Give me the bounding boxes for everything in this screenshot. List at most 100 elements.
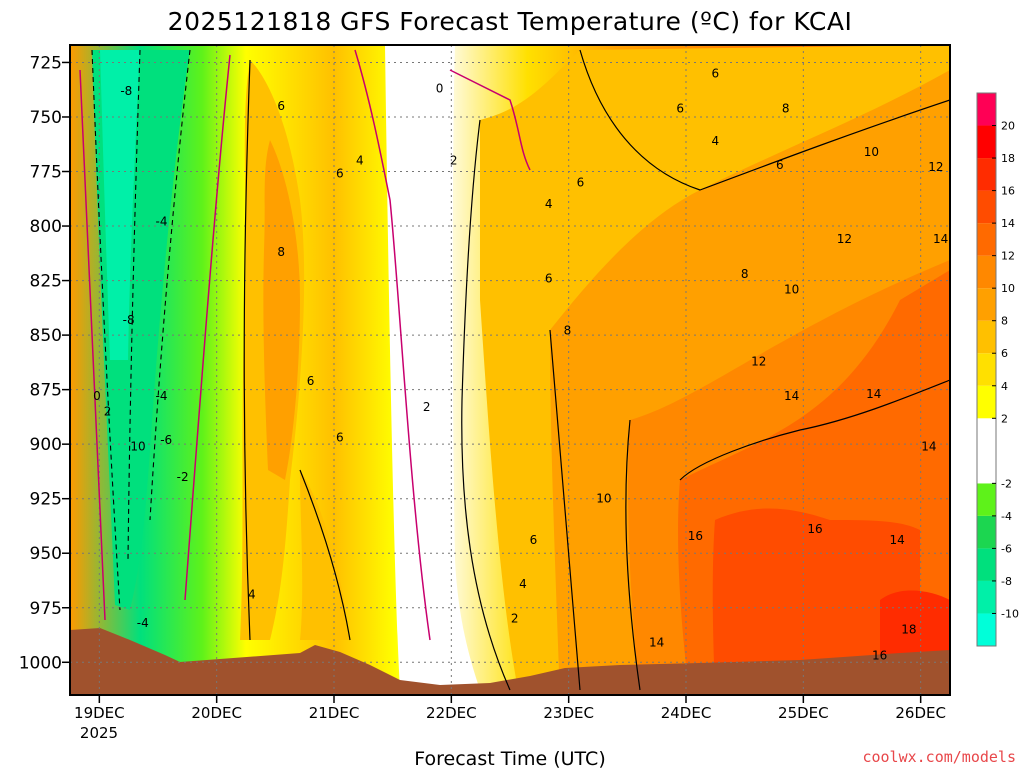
colorbar-tick-label: -10 xyxy=(1001,607,1019,620)
contour-label: 10 xyxy=(596,492,611,506)
y-tick-label: 750 xyxy=(30,108,62,128)
colorbar-tick-label: 14 xyxy=(1001,217,1015,230)
freezing-contours xyxy=(79,49,531,641)
contour-label: 6 xyxy=(307,374,315,388)
x-year-label: 2025 xyxy=(80,724,118,742)
y-tick-label: 825 xyxy=(30,272,62,292)
colorbar-tick-label: 18 xyxy=(1001,152,1015,165)
y-tick-label: 875 xyxy=(30,381,62,401)
y-tick-label: 925 xyxy=(30,490,62,510)
colorbar: -10 -8 -6 -4 -2 2 4 6 8 10 12 14 16 18 20 xyxy=(976,92,1019,647)
contour-label: -4 xyxy=(156,215,168,229)
colorbar-swatch xyxy=(977,548,996,581)
contour-labels: 0-86468-4-8602-46-610-2-4422466864210664… xyxy=(93,66,948,662)
contour-label: 6 xyxy=(676,101,684,115)
warm-region-16c xyxy=(712,508,920,690)
x-tick-label: 21DEC xyxy=(309,704,360,722)
plot-fill: 0-86468-4-8602-46-610-2-4422466864210664… xyxy=(70,45,950,695)
x-tick-label: 19DEC xyxy=(74,704,125,722)
contour-label: 6 xyxy=(530,533,538,547)
contour-label: 4 xyxy=(356,154,364,168)
colorbar-frame xyxy=(976,92,997,647)
freezing-gap xyxy=(385,45,480,690)
contour-label: 4 xyxy=(545,197,553,211)
y-tick-label: 850 xyxy=(30,326,62,346)
contour-label: 12 xyxy=(928,160,943,174)
colorbar-swatch xyxy=(977,125,996,159)
contour-label: 16 xyxy=(807,522,822,536)
colorbar-tick-label: 10 xyxy=(1001,282,1015,295)
contour-label: 6 xyxy=(577,175,585,189)
contour-label: 2 xyxy=(104,404,112,418)
colorbar-tick-label: -4 xyxy=(1001,510,1012,523)
colorbar-tick-label: 16 xyxy=(1001,185,1015,198)
colorbar-tick-label: 4 xyxy=(1001,380,1008,393)
chart-title: 2025121818 GFS Forecast Temperature (ºC)… xyxy=(168,7,853,36)
contour-label: 8 xyxy=(782,101,790,115)
y-tick-label: 1000 xyxy=(19,653,62,673)
contour-label: 2 xyxy=(450,154,458,168)
contour-label: 10 xyxy=(130,439,145,453)
x-tick-label: 24DEC xyxy=(661,704,712,722)
contour-label: 4 xyxy=(248,588,256,602)
colorbar-swatch xyxy=(977,223,996,256)
terrain-ground xyxy=(70,628,950,695)
colorbar-swatch xyxy=(977,515,996,549)
colorbar-swatch xyxy=(977,93,996,126)
warm-band-8c xyxy=(263,140,300,480)
colorbar-tick-label: 12 xyxy=(1001,250,1015,263)
colorbar-swatch xyxy=(977,418,996,484)
contour-label: 4 xyxy=(712,134,720,148)
colorbar-swatch xyxy=(977,385,996,419)
contour-label: 4 xyxy=(519,577,527,591)
contour-label: 6 xyxy=(712,66,720,80)
y-tick-label: 950 xyxy=(30,544,62,564)
colorbar-tick-label: -6 xyxy=(1001,542,1012,555)
contour-label: 6 xyxy=(545,271,553,285)
dashed-contours xyxy=(91,49,191,611)
contour-label: 2 xyxy=(423,400,431,414)
colorbar-swatch xyxy=(977,190,996,224)
contour-label: 8 xyxy=(741,267,749,281)
x-tick-label: 22DEC xyxy=(426,704,477,722)
contour-label: 16 xyxy=(872,649,887,663)
x-tick-label: 23DEC xyxy=(543,704,594,722)
contour-label: -8 xyxy=(123,313,135,327)
colorbar-swatch xyxy=(977,483,996,516)
contour-label: -4 xyxy=(137,616,149,630)
colorbar-tick-label: 20 xyxy=(1001,120,1015,133)
contour-label: 6 xyxy=(277,99,285,113)
contour-label: 14 xyxy=(784,389,799,403)
contour-label: 14 xyxy=(866,387,881,401)
plot-frame xyxy=(69,44,951,696)
colorbar-tick-label: 8 xyxy=(1001,315,1008,328)
credit-link[interactable]: coolwx.com/models xyxy=(862,748,1016,766)
y-tick-label: 800 xyxy=(30,217,62,237)
colorbar-swatch xyxy=(977,613,996,646)
colorbar-tick-label: 2 xyxy=(1001,412,1008,425)
y-tick-label: 975 xyxy=(30,599,62,619)
contour-label: 14 xyxy=(921,439,936,453)
contour-label: -8 xyxy=(120,84,132,98)
contour-label: 8 xyxy=(277,245,285,259)
colorbar-swatch xyxy=(977,288,996,321)
warm-band-2 xyxy=(300,470,350,640)
x-tick-label: 25DEC xyxy=(778,704,829,722)
x-tick-label: 26DEC xyxy=(895,704,946,722)
x-axis-title: Forecast Time (UTC) xyxy=(414,748,605,768)
contour-label: 10 xyxy=(784,282,799,296)
contour-label: 14 xyxy=(933,232,948,246)
grid xyxy=(70,45,950,695)
contour-label: 6 xyxy=(776,158,784,172)
colorbar-tick-label: -8 xyxy=(1001,575,1012,588)
contour-label: 0 xyxy=(436,82,444,96)
colorbar-swatch xyxy=(977,320,996,354)
contour-label: 14 xyxy=(649,636,664,650)
cold-pool-8c xyxy=(100,50,140,360)
contour-label: 12 xyxy=(751,354,766,368)
contour-label: 10 xyxy=(864,145,879,159)
contour-label: 14 xyxy=(890,533,905,547)
contour-label: -4 xyxy=(156,389,168,403)
y-axis: 725 750 775 800 825 850 875 900 925 950 975 1000 xyxy=(19,53,70,673)
